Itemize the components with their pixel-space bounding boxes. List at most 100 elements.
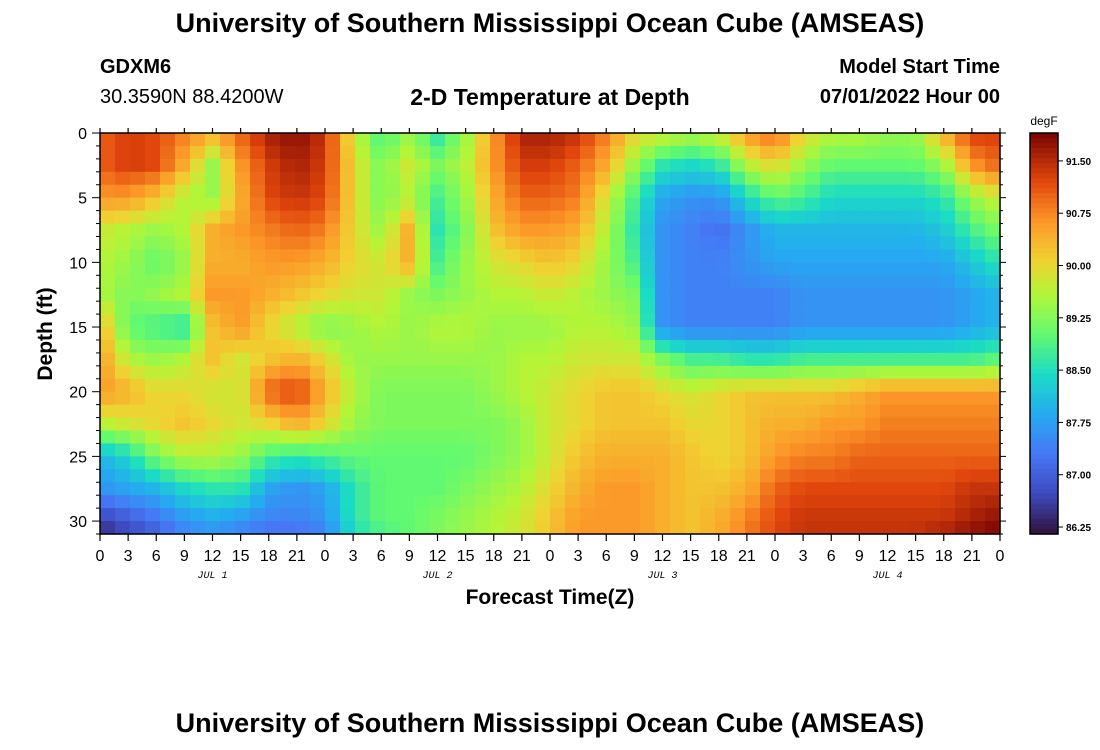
heatmap-cell [220,158,236,173]
heatmap-cell [385,145,401,160]
heatmap-cell [385,223,401,238]
heatmap-cell [190,158,206,173]
heatmap-cell [880,314,896,328]
x-tick-label: 18 [935,548,953,565]
heatmap-cell [355,133,371,147]
heatmap-cell [130,443,146,457]
heatmap-cell [550,210,566,225]
x-tick-label: 15 [232,548,250,565]
heatmap-cell [760,456,776,470]
heatmap-cell [385,197,401,212]
heatmap-cell [160,417,176,432]
heatmap-cell [310,262,326,276]
x-tick-label: 0 [96,548,105,565]
heatmap-cell [970,171,986,186]
heatmap-cell [775,145,791,160]
heatmap-cell [550,456,566,470]
heatmap-cell [250,469,266,483]
heatmap-cell [955,391,971,406]
heatmap-cell [145,495,161,509]
heatmap-cell [865,197,881,212]
heatmap-cell [595,262,611,276]
heatmap-cell [115,223,131,238]
heatmap-cell [985,365,1001,380]
heatmap-cell [880,482,896,496]
heatmap-cell [520,339,536,354]
heatmap-cell [850,365,866,380]
heatmap-cell [925,365,941,380]
heatmap-cell [580,158,596,173]
heatmap-cell [925,223,941,238]
heatmap-cell [505,365,521,380]
heatmap-cell [325,262,341,276]
heatmap-cell [340,482,356,496]
heatmap-cell [490,417,506,432]
heatmap-cell [595,145,611,160]
heatmap-cell [790,508,806,522]
heatmap-cell [685,223,701,238]
heatmap-cell [565,301,581,315]
heatmap-cell [475,301,491,315]
heatmap-cell [955,301,971,315]
heatmap-cell [715,482,731,496]
heatmap-cell [430,249,446,263]
heatmap-cell [145,288,161,302]
heatmap-cell [670,521,686,535]
heatmap-cell [175,301,191,315]
heatmap-cell [880,469,896,483]
heatmap-cell [610,197,626,212]
heatmap-cell [205,301,221,315]
heatmap-cell [730,443,746,457]
heatmap-cell [685,262,701,276]
heatmap-cell [475,391,491,406]
heatmap-cell [490,197,506,212]
heatmap-cell [265,171,281,186]
heatmap-cell [400,184,416,199]
heatmap-cell [535,223,551,238]
heatmap-cell [430,223,446,238]
heatmap-cell [745,443,761,457]
heatmap-cell [730,275,746,289]
heatmap-cell [580,301,596,315]
heatmap-cell [130,210,146,225]
x-tick-label: 18 [260,548,278,565]
heatmap-cell [220,378,236,393]
heatmap-cell [565,352,581,367]
heatmap-cell [580,197,596,212]
heatmap-cell [670,327,686,341]
heatmap-cell [850,482,866,496]
heatmap-cell [265,404,281,419]
heatmap-cell [760,482,776,496]
heatmap-cell [445,339,461,354]
heatmap-cell [925,521,941,535]
heatmap-cell [250,443,266,457]
heatmap-cell [475,469,491,483]
heatmap-cell [370,262,386,276]
heatmap-cell [985,275,1001,289]
heatmap-cell [835,378,851,393]
heatmap-cell [325,391,341,406]
heatmap-cell [340,404,356,419]
heatmap-cell [295,339,311,354]
heatmap-cell [820,495,836,509]
heatmap-cell [400,249,416,263]
heatmap-cell [595,158,611,173]
heatmap-cell [505,482,521,496]
heatmap-cell [130,197,146,212]
heatmap-cell [115,430,131,445]
heatmap-cell [370,404,386,419]
heatmap-cell [760,443,776,457]
heatmap-cell [970,184,986,199]
heatmap-cell [550,288,566,302]
heatmap-cell [415,314,431,328]
heatmap-cell [955,378,971,393]
heatmap-cell [475,482,491,496]
heatmap-cell [625,145,641,160]
heatmap-cell [610,391,626,406]
heatmap-cell [175,495,191,509]
heatmap-cell [955,508,971,522]
heatmap-cell [430,327,446,341]
heatmap-cell [280,378,296,393]
heatmap-cell [175,352,191,367]
heatmap-cell [880,352,896,367]
